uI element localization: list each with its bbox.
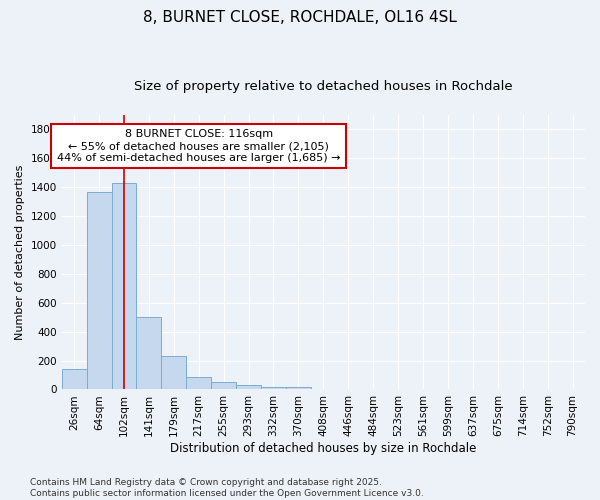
Bar	[112, 183, 136, 390]
X-axis label: Distribution of detached houses by size in Rochdale: Distribution of detached houses by size …	[170, 442, 476, 455]
Bar	[236, 385, 261, 390]
Bar	[62, 369, 86, 390]
Bar	[86, 192, 112, 390]
Bar	[186, 377, 211, 390]
Title: Size of property relative to detached houses in Rochdale: Size of property relative to detached ho…	[134, 80, 512, 93]
Bar	[261, 386, 286, 390]
Bar	[136, 317, 161, 390]
Bar	[211, 382, 236, 390]
Text: Contains HM Land Registry data © Crown copyright and database right 2025.
Contai: Contains HM Land Registry data © Crown c…	[30, 478, 424, 498]
Y-axis label: Number of detached properties: Number of detached properties	[15, 164, 25, 340]
Text: 8, BURNET CLOSE, ROCHDALE, OL16 4SL: 8, BURNET CLOSE, ROCHDALE, OL16 4SL	[143, 10, 457, 25]
Bar	[286, 388, 311, 390]
Bar	[161, 356, 186, 390]
Text: 8 BURNET CLOSE: 116sqm
← 55% of detached houses are smaller (2,105)
44% of semi-: 8 BURNET CLOSE: 116sqm ← 55% of detached…	[57, 130, 340, 162]
